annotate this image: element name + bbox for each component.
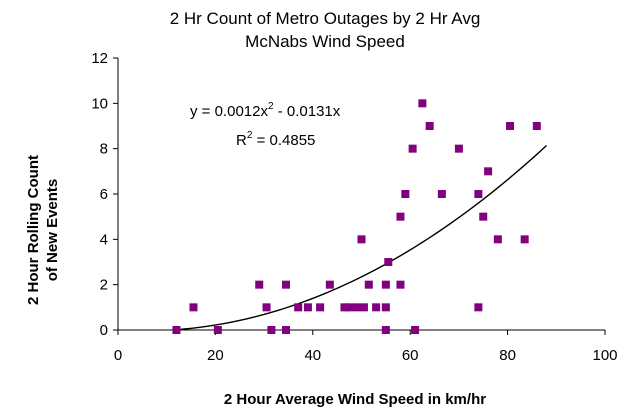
data-point bbox=[411, 326, 420, 334]
y-tick-label: 0 bbox=[100, 322, 108, 339]
data-point bbox=[172, 326, 181, 334]
data-point bbox=[255, 280, 264, 289]
data-point bbox=[303, 303, 312, 312]
x-tick-label: 40 bbox=[304, 347, 321, 364]
x-tick-label: 60 bbox=[402, 347, 419, 364]
data-point bbox=[262, 303, 271, 312]
data-points bbox=[172, 99, 541, 334]
y-tick-label: 10 bbox=[91, 95, 108, 112]
axes bbox=[113, 57, 606, 335]
data-point bbox=[520, 235, 529, 244]
y-tick-label: 12 bbox=[91, 50, 108, 67]
x-tick-label: 100 bbox=[592, 347, 617, 364]
tick-labels: 0 2 4 6 8 10 12 0 20 40 60 80 100 bbox=[91, 50, 617, 364]
data-point bbox=[357, 235, 366, 244]
y-tick-label: 6 bbox=[100, 186, 108, 203]
data-point bbox=[396, 280, 405, 289]
data-point bbox=[294, 303, 303, 312]
data-point bbox=[381, 280, 390, 289]
data-point bbox=[352, 303, 361, 312]
chart-title-line-2: McNabs Wind Speed bbox=[245, 32, 405, 51]
trendline bbox=[176, 144, 548, 331]
data-point bbox=[340, 303, 349, 312]
data-point bbox=[213, 326, 222, 334]
data-point bbox=[372, 303, 381, 312]
data-point bbox=[345, 303, 354, 312]
data-point bbox=[384, 258, 393, 266]
data-point bbox=[474, 303, 483, 312]
data-point bbox=[437, 190, 446, 198]
y-tick-label: 4 bbox=[100, 231, 108, 248]
data-point bbox=[381, 303, 390, 312]
data-point bbox=[532, 122, 541, 130]
data-point bbox=[418, 99, 427, 108]
x-tick-label: 80 bbox=[499, 347, 516, 364]
data-point bbox=[267, 326, 276, 334]
data-point bbox=[282, 280, 291, 289]
data-point bbox=[396, 212, 405, 221]
trendline-equation: y = 0.0012x2 - 0.0131x bbox=[190, 101, 341, 120]
chart-title-line-1: 2 Hr Count of Metro Outages by 2 Hr Avg bbox=[170, 9, 481, 28]
x-tick-label: 0 bbox=[114, 347, 122, 364]
data-point bbox=[484, 167, 493, 176]
x-axis-title: 2 Hour Average Wind Speed in km/hr bbox=[224, 391, 486, 408]
y-tick-label: 2 bbox=[100, 277, 108, 294]
data-point bbox=[189, 303, 198, 312]
data-point bbox=[479, 212, 488, 221]
data-point bbox=[408, 144, 417, 153]
data-point bbox=[425, 122, 434, 130]
data-point bbox=[325, 280, 334, 289]
data-point bbox=[454, 144, 463, 153]
y-axis-title: 2 Hour Rolling Count of New Events bbox=[25, 155, 61, 305]
data-point bbox=[282, 326, 291, 334]
data-point bbox=[401, 190, 410, 198]
y-axis-title-line-2: of New Events bbox=[44, 179, 61, 282]
data-point bbox=[381, 326, 390, 334]
data-point bbox=[506, 122, 515, 130]
data-point bbox=[493, 235, 502, 244]
y-axis-title-line-1: 2 Hour Rolling Count bbox=[25, 155, 42, 305]
x-tick-label: 20 bbox=[207, 347, 224, 364]
trendline-curve bbox=[176, 144, 548, 331]
data-point bbox=[316, 303, 325, 312]
data-point bbox=[359, 303, 368, 312]
y-tick-label: 8 bbox=[100, 141, 108, 158]
data-point bbox=[364, 280, 373, 289]
r-squared-label: R2 = 0.4855 bbox=[236, 130, 315, 149]
data-point bbox=[474, 190, 483, 198]
